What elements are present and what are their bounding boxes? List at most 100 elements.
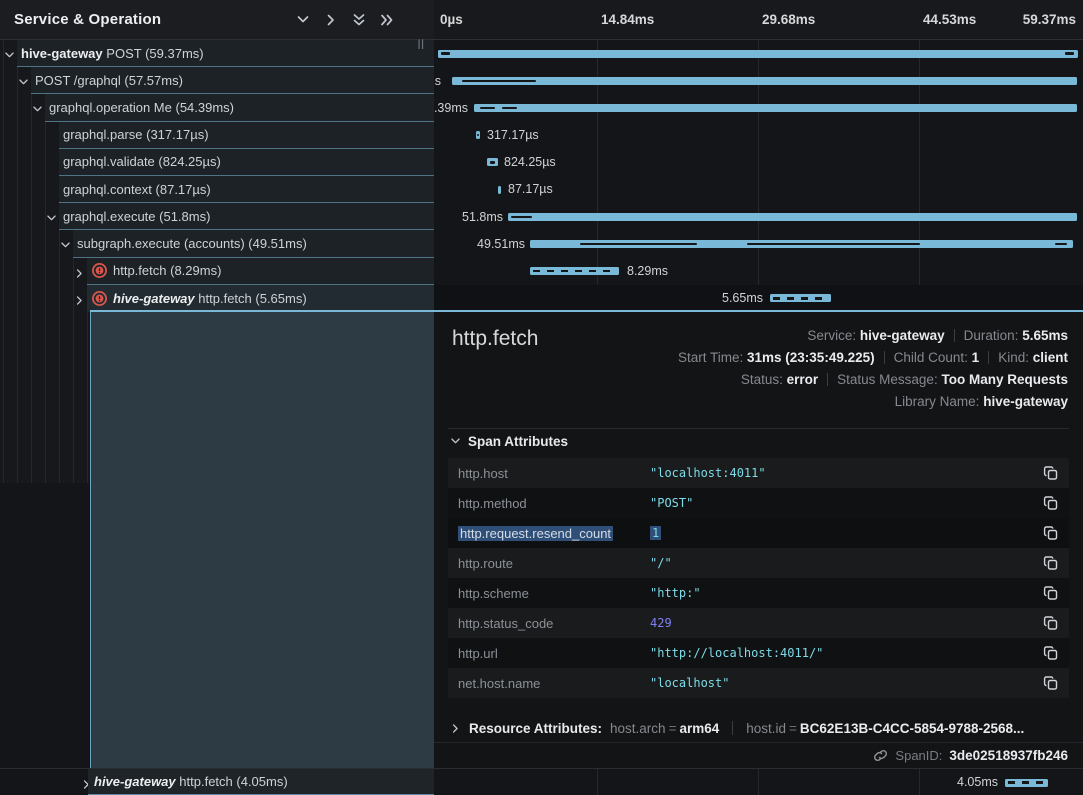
- attribute-value: "http://localhost:4011/": [650, 646, 824, 660]
- timeline-ruler: 0µs 14.84ms 29.68ms 44.53ms 59.37ms: [434, 0, 1083, 40]
- meta-value: error: [786, 372, 819, 387]
- bar-duration-label: 824.25µs: [504, 155, 556, 170]
- span-bar[interactable]: [476, 131, 480, 140]
- resource-value: BC62E13B-C4CC-5854-9788-2568...: [799, 720, 1025, 736]
- attribute-value: 429: [650, 616, 672, 630]
- span-bar[interactable]: [474, 104, 1077, 112]
- meta-value: Too Many Requests: [941, 372, 1068, 387]
- copy-icon[interactable]: [1043, 525, 1059, 541]
- span-duration: (824.25µs): [158, 154, 221, 170]
- operation-name: graphql.validate: [63, 154, 155, 170]
- span-bar[interactable]: [530, 267, 619, 276]
- span-duration: (5.65ms): [255, 290, 307, 306]
- chevron-down-icon[interactable]: [32, 102, 43, 113]
- span-bar[interactable]: [1005, 778, 1048, 787]
- span-detail-panel: http.fetch Service: hive-gateway Duration…: [434, 312, 1083, 768]
- selected-span-expanded-area: [90, 312, 434, 768]
- gridline: [758, 0, 759, 312]
- span-row-http-fetch-405[interactable]: hive-gateway http.fetch (4.05ms): [88, 769, 434, 795]
- meta-label: Kind:: [998, 350, 1029, 365]
- resource-value: arm64: [679, 720, 720, 736]
- span-attributes-table: http.host "localhost:4011" http.method "…: [448, 458, 1069, 698]
- chevron-right-icon: [452, 723, 458, 733]
- span-bar[interactable]: [487, 158, 498, 167]
- copy-icon[interactable]: [1043, 645, 1059, 661]
- copy-icon[interactable]: [1043, 615, 1059, 631]
- panel-title: Service & Operation: [14, 11, 162, 28]
- span-duration: (54.39ms): [175, 99, 235, 115]
- meta-value: hive-gateway: [983, 394, 1068, 409]
- span-duration: (317.17µs): [146, 127, 209, 143]
- collapse-one-icon[interactable]: [296, 13, 310, 27]
- copy-icon[interactable]: [1043, 465, 1059, 481]
- operation-name: graphql.operation Me: [49, 99, 172, 115]
- meta-value: hive-gateway: [859, 328, 945, 343]
- chevron-right-icon[interactable]: [74, 266, 85, 278]
- span-bar[interactable]: [438, 49, 1078, 58]
- operation-name: graphql.parse: [63, 127, 143, 143]
- attribute-key: http.method: [458, 495, 527, 511]
- span-row-graphql-execute[interactable]: graphql.execute (51.8ms): [59, 203, 434, 231]
- ruler-tick: 0µs: [440, 12, 463, 27]
- span-row-subgraph-execute[interactable]: subgraph.execute (accounts) (49.51ms): [73, 230, 434, 258]
- attribute-key: http.request.resend_count: [458, 525, 614, 541]
- copy-icon[interactable]: [1043, 585, 1059, 601]
- span-row-post-graphql[interactable]: POST /graphql (57.57ms): [31, 67, 434, 95]
- meta-value: 5.65ms: [1022, 328, 1068, 343]
- span-id-value: 3de02518937fb246: [949, 748, 1068, 763]
- copy-icon[interactable]: [1043, 555, 1059, 571]
- bottom-span-row: 4.05ms hive-gateway http.fetch (4.05ms): [0, 768, 1083, 795]
- meta-label: Library Name:: [894, 394, 980, 409]
- copy-icon[interactable]: [1043, 495, 1059, 511]
- chevron-down-icon: [451, 438, 460, 444]
- panel-resize-handle[interactable]: ||: [417, 39, 425, 50]
- section-title: Resource Attributes:: [469, 720, 603, 736]
- span-row-graphql-context[interactable]: graphql.context (87.17µs): [59, 176, 434, 204]
- span-bar[interactable]: [508, 212, 1077, 221]
- span-row-operation-me[interactable]: graphql.operation Me (54.39ms): [45, 94, 434, 122]
- chevron-down-icon[interactable]: [4, 48, 15, 59]
- expand-one-icon[interactable]: [324, 13, 338, 27]
- span-id-label: SpanID:: [895, 748, 943, 763]
- attribute-row: http.host "localhost:4011": [448, 458, 1069, 488]
- span-row-post[interactable]: hive-gateway POST (59.37ms): [17, 40, 434, 68]
- equals-sign: =: [668, 720, 677, 736]
- span-row-http-fetch-565-selected[interactable]: hive-gateway http.fetch (5.65ms): [87, 284, 434, 312]
- ruler-tick: 44.53ms: [923, 12, 977, 27]
- chevron-right-icon[interactable]: [74, 293, 85, 305]
- chevron-down-icon[interactable]: [60, 238, 71, 249]
- expand-all-icon[interactable]: [380, 13, 394, 27]
- link-icon[interactable]: [873, 748, 888, 763]
- attribute-row: http.status_code 429: [448, 608, 1069, 638]
- meta-label: Status Message:: [837, 372, 938, 387]
- attribute-key: net.host.name: [458, 675, 541, 691]
- bar-duration-label: 51.8ms: [462, 209, 503, 224]
- service-name: hive-gateway: [113, 290, 195, 306]
- span-duration: (59.37ms): [145, 45, 204, 61]
- attribute-row: http.scheme "http:": [448, 578, 1069, 608]
- span-row-graphql-parse[interactable]: graphql.parse (317.17µs): [59, 121, 434, 149]
- chevron-down-icon[interactable]: [46, 211, 57, 222]
- span-duration: (49.51ms): [248, 235, 307, 251]
- attribute-value: "POST": [650, 496, 694, 510]
- copy-icon[interactable]: [1043, 675, 1059, 691]
- operation-name: http.fetch: [113, 263, 167, 279]
- span-attributes-header[interactable]: Span Attributes: [450, 434, 568, 449]
- chevron-down-icon[interactable]: [18, 75, 29, 86]
- collapse-all-icon[interactable]: [352, 13, 366, 27]
- span-row-http-fetch-829[interactable]: http.fetch (8.29ms): [87, 257, 434, 285]
- span-bar[interactable]: [770, 294, 831, 303]
- resource-attributes-row[interactable]: Resource Attributes: host.arch = arm64 hos…: [450, 714, 1069, 742]
- bar-duration-label: 317.17µs: [487, 127, 539, 142]
- span-bar[interactable]: [530, 240, 1073, 248]
- resource-key: host.arch: [610, 720, 666, 736]
- operation-name: POST /graphql: [35, 72, 121, 88]
- ruler-tick: 29.68ms: [762, 12, 816, 27]
- operation-name: http.fetch: [198, 290, 252, 306]
- bar-duration-label: 5.65ms: [722, 291, 763, 306]
- span-row-graphql-validate[interactable]: graphql.validate (824.25µs): [59, 148, 434, 176]
- attribute-row: net.host.name "localhost": [448, 668, 1069, 698]
- span-bar[interactable]: [498, 185, 501, 194]
- meta-label: Status:: [740, 372, 783, 387]
- span-bar[interactable]: [452, 76, 1077, 85]
